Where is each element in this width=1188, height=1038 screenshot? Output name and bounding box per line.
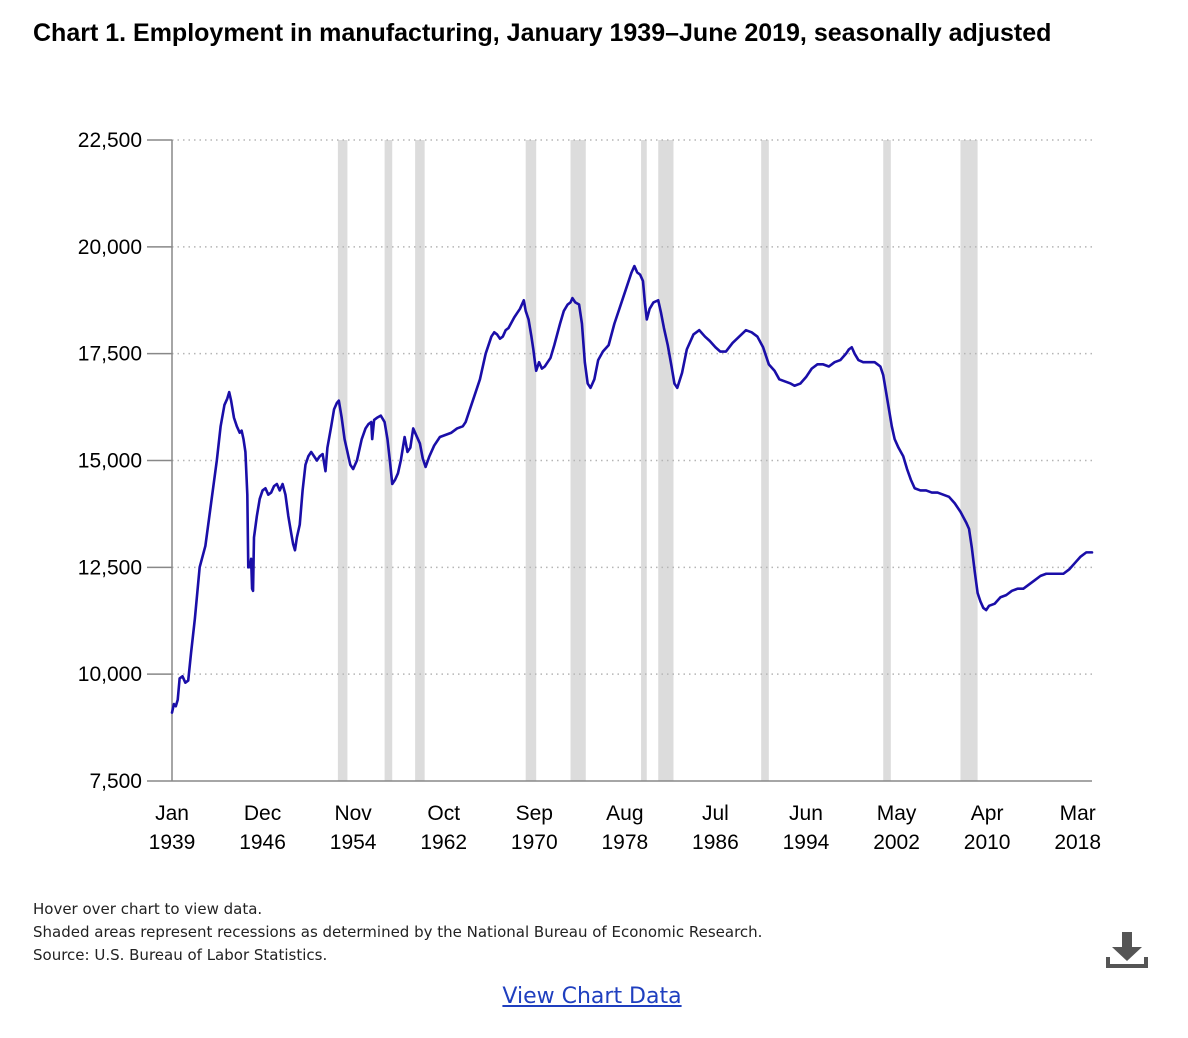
x-tick-label-year: 1954 <box>330 831 377 854</box>
x-tick-label-year: 1978 <box>601 831 648 854</box>
y-tick-label: 7,500 <box>89 770 142 793</box>
x-tick-label-year: 1986 <box>692 831 739 854</box>
view-chart-data-container: View Chart Data <box>0 984 1184 1009</box>
recession-band <box>960 140 978 781</box>
x-tick-label-month: Aug <box>606 802 643 825</box>
y-tick-label: 22,500 <box>78 129 142 152</box>
x-tick-label-year: 1939 <box>149 831 196 854</box>
y-tick-label: 17,500 <box>78 343 142 366</box>
chart-plot[interactable]: 7,500 10,000 12,500 15,000 17,500 20,000 22,50… <box>0 0 1188 880</box>
x-tick-label-month: Jul <box>702 802 729 825</box>
download-icon[interactable] <box>1104 930 1150 974</box>
gridlines <box>147 139 1092 782</box>
y-tick-label: 20,000 <box>78 236 142 259</box>
chart-title: Chart 1. Employment in manufacturing, Ja… <box>33 19 1052 47</box>
recession-band <box>384 140 393 781</box>
axes <box>171 140 1092 782</box>
recession-band <box>761 140 769 781</box>
y-tick-label: 12,500 <box>78 556 142 579</box>
x-tick-label-month: Nov <box>334 802 372 825</box>
x-tick-label-month: Sep <box>516 802 553 825</box>
recession-note: Shaded areas represent recessions as det… <box>33 923 763 941</box>
x-tick-label-month: May <box>877 802 917 825</box>
x-tick-label-year: 2002 <box>873 831 920 854</box>
x-tick-label-year: 1994 <box>783 831 830 854</box>
recession-band <box>570 140 586 781</box>
x-tick-label-month: Jan <box>155 802 189 825</box>
x-tick-label-year: 1970 <box>511 831 558 854</box>
y-tick-label: 10,000 <box>78 663 142 686</box>
x-tick-label-year: 1962 <box>420 831 467 854</box>
chart-notes: Hover over chart to view data. Shaded ar… <box>33 898 762 967</box>
x-tick-label-year: 2010 <box>964 831 1011 854</box>
x-tick-label-month: Apr <box>971 802 1004 825</box>
x-tick-label-month: Mar <box>1060 802 1096 825</box>
x-tick-label-year: 1946 <box>239 831 286 854</box>
y-tick-labels: 7,500 10,000 12,500 15,000 17,500 20,000 22,50… <box>78 129 142 793</box>
x-tick-label-month: Jun <box>789 802 823 825</box>
hover-note: Hover over chart to view data. <box>33 900 263 918</box>
series-line[interactable] <box>170 264 1094 714</box>
x-tick-label-year: 2018 <box>1054 831 1101 854</box>
x-tick-label-month: Oct <box>427 802 460 825</box>
recession-band <box>641 140 647 781</box>
recession-band <box>658 140 674 781</box>
series-layer[interactable] <box>170 264 1094 714</box>
source-note: Source: U.S. Bureau of Labor Statistics. <box>33 946 328 964</box>
x-tick-label-month: Dec <box>244 802 281 825</box>
y-tick-label: 15,000 <box>78 450 142 473</box>
x-tick-labels: Jan 1939 Dec 1946 Nov 1954 Oct 1962 Sep 1970 Aug 19… <box>149 802 1101 854</box>
view-chart-data-link[interactable]: View Chart Data <box>502 984 682 1009</box>
